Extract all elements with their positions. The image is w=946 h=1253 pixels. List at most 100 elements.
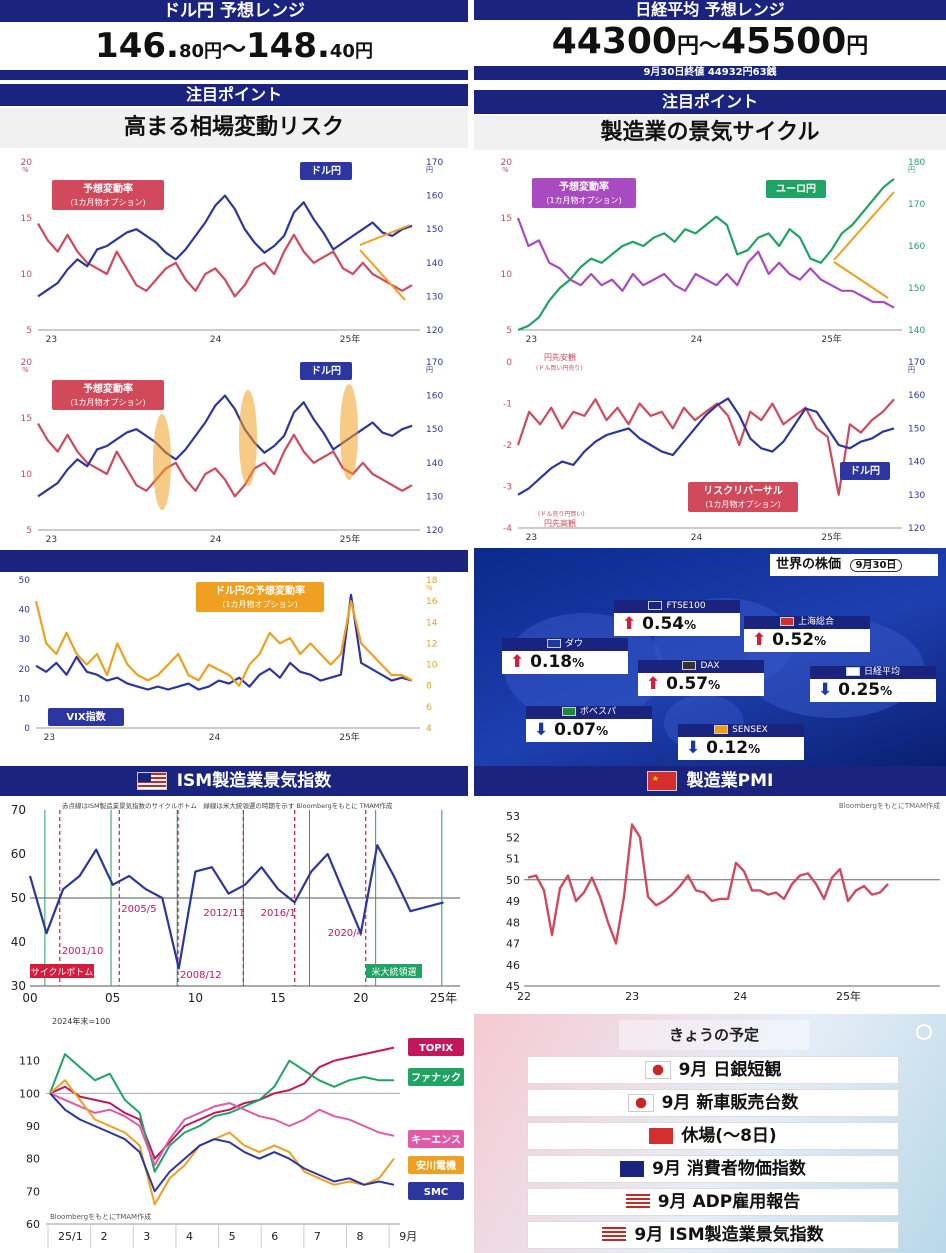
right-tick-label: 140 bbox=[908, 326, 925, 336]
left-tick-label: 15 bbox=[21, 414, 32, 424]
right-tick-label: 12 bbox=[426, 639, 437, 649]
stock-line-3 bbox=[49, 1079, 395, 1206]
us-flag-icon bbox=[602, 1227, 627, 1243]
stock-value: ⬇ 0.07% bbox=[526, 719, 652, 742]
country-flag-icon bbox=[648, 601, 663, 610]
election-tag-box bbox=[366, 964, 422, 978]
label-vol-box bbox=[196, 582, 324, 612]
y-tick-label: 110 bbox=[19, 1055, 40, 1068]
country-flag-icon bbox=[561, 707, 576, 716]
right-tick-label: 160 bbox=[908, 242, 925, 252]
x-tick-label: 24 bbox=[733, 990, 747, 1003]
right-tick-label: 140 bbox=[908, 458, 925, 468]
x-tick-label: 05 bbox=[105, 991, 120, 1005]
left-tick-label: 10 bbox=[21, 470, 33, 480]
x-tick-label: 23 bbox=[526, 533, 537, 543]
stock-name-text: ボベスパ bbox=[579, 707, 617, 717]
left-tick-label: 0 bbox=[24, 724, 30, 734]
stock-value-text: 0.18 bbox=[530, 652, 573, 672]
label-rr: リスクリバーサル bbox=[703, 485, 783, 497]
stock-name-text: SENSEX bbox=[732, 725, 768, 735]
x-tick-label: 6 bbox=[271, 1230, 278, 1243]
stocks-note: BloombergをもとにTMAM作成 bbox=[50, 1212, 151, 1221]
left-unit: % bbox=[22, 366, 29, 374]
y-tick-label: 50 bbox=[11, 891, 26, 905]
y-tick-label: 30 bbox=[11, 979, 26, 993]
x-tick-label: 23 bbox=[44, 733, 55, 743]
stock-item-4: 日経平均 ⬇ 0.25% bbox=[810, 666, 936, 702]
x-tick-label: 24 bbox=[210, 335, 222, 345]
x-tick-label: 2 bbox=[101, 1230, 108, 1243]
label-vix-box bbox=[48, 708, 124, 726]
right-tick-label: 120 bbox=[908, 524, 925, 534]
bottom-tag-box bbox=[30, 964, 94, 978]
rr-top-note-sub: (ドル買い円売り) bbox=[536, 364, 583, 372]
x-tick-label: 3 bbox=[143, 1230, 150, 1243]
label-vol-box bbox=[532, 178, 636, 208]
stock-label-box-1 bbox=[408, 1068, 464, 1086]
right-unit: 円 bbox=[908, 366, 915, 374]
right-tick-label: 170 bbox=[426, 358, 443, 368]
stock-label-4: SMC bbox=[424, 1187, 449, 1198]
label-vol: 予想変動率 bbox=[83, 382, 133, 395]
x-tick-label: 24 bbox=[691, 335, 703, 345]
trend-arrow-down bbox=[359, 249, 406, 301]
x-tick-label: 24 bbox=[691, 533, 703, 543]
right-tick-label: 6 bbox=[426, 703, 432, 713]
y-tick-label: 46 bbox=[506, 959, 520, 972]
country-flag-icon bbox=[682, 661, 697, 670]
arrow-up-icon: ⬆ bbox=[646, 674, 667, 694]
label-eurjpy-box bbox=[766, 180, 826, 198]
rr-bottom-note-sub: (ドル売り円買い) bbox=[538, 510, 585, 518]
y-tick-label: 51 bbox=[506, 853, 520, 866]
nikkei-range-low: 44300 bbox=[551, 21, 677, 62]
series-line-1 bbox=[517, 177, 895, 332]
x-tick-label: 25年 bbox=[430, 991, 457, 1005]
y-tick-label: 47 bbox=[506, 938, 520, 951]
right-tick-label: 120 bbox=[426, 526, 443, 536]
us-flag-icon bbox=[625, 1194, 650, 1210]
right-tick-label: 130 bbox=[908, 491, 925, 501]
left-tick-label: 5 bbox=[26, 326, 32, 336]
arrow-up-icon: ⬆ bbox=[752, 630, 773, 650]
x-tick-label: 22 bbox=[517, 990, 531, 1003]
right-tick-label: 150 bbox=[426, 225, 443, 235]
schedule-item: 9月 ADP雇用報告 bbox=[527, 1188, 899, 1216]
x-tick-label: 23 bbox=[46, 335, 57, 345]
nikkei-close-note: 9月30日終値 44932円63銭 bbox=[474, 66, 946, 80]
label-usdjpy-box bbox=[840, 462, 890, 480]
stock-item-6: SENSEX ⬇ 0.12% bbox=[678, 724, 804, 760]
left-tick-label: 10 bbox=[19, 694, 31, 704]
bottom-label-1: 2005/5 bbox=[121, 904, 156, 915]
chart-bg bbox=[474, 350, 946, 548]
left-tick-label: -2 bbox=[503, 441, 512, 451]
x-tick-label: 24 bbox=[210, 535, 222, 545]
label-vol: 予想変動率 bbox=[559, 180, 609, 193]
y-tick-label: 60 bbox=[26, 1218, 40, 1231]
schedule-item: 9月 ISM製造業景気指数 bbox=[527, 1221, 899, 1249]
chart-vix: 0 10 20 30 40 50 4 6 8 10 12 14 16 18% 23 24 25年 ドル円の予想変動… bbox=[0, 572, 468, 748]
series-line-0 bbox=[37, 223, 413, 298]
right-tick-label: 130 bbox=[426, 292, 443, 302]
nikkei-point: 製造業の景気サイクル bbox=[474, 116, 946, 150]
rr-bottom-note: 円先高観 bbox=[544, 518, 576, 528]
us-flag-icon bbox=[136, 772, 167, 790]
chart-bg bbox=[0, 796, 468, 1014]
stock-label-box-0 bbox=[408, 1038, 464, 1056]
y-tick-label: 53 bbox=[506, 810, 520, 823]
schedule-item-text: 9月 日銀短観 bbox=[678, 1060, 782, 1080]
schedule-item-text: 9月 新車販売台数 bbox=[661, 1093, 799, 1113]
x-tick-label: 23 bbox=[625, 990, 639, 1003]
china-pmi-line bbox=[527, 823, 889, 945]
label-rr-box bbox=[688, 482, 798, 512]
nikkei-range-unit2: 円 bbox=[846, 34, 869, 59]
stock-pct: % bbox=[748, 742, 761, 756]
cn-flag-icon bbox=[649, 1128, 674, 1144]
right-tick-label: 140 bbox=[426, 459, 443, 469]
stock-label-1: ファナック bbox=[411, 1072, 461, 1084]
x-tick-label: 23 bbox=[526, 335, 537, 345]
right-tick-label: 170 bbox=[426, 158, 443, 168]
usdjpy-header: ドル円 予想レンジ 146.80円～148.40円 注目ポイント 高まる相場変動… bbox=[0, 0, 468, 150]
x-tick-label: 00 bbox=[22, 991, 37, 1005]
y-tick-label: 48 bbox=[506, 916, 520, 929]
